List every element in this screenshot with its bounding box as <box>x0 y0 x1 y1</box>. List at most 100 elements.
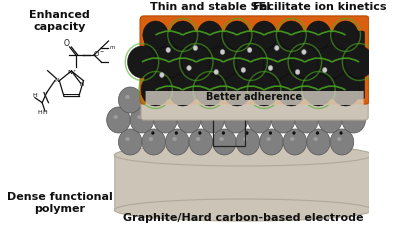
Ellipse shape <box>328 113 331 117</box>
Ellipse shape <box>219 137 224 141</box>
Ellipse shape <box>314 95 318 99</box>
Ellipse shape <box>337 137 342 141</box>
Text: Enhanced
capacity: Enhanced capacity <box>29 10 90 32</box>
Ellipse shape <box>198 93 201 97</box>
Text: N$^+$: N$^+$ <box>67 69 78 78</box>
Ellipse shape <box>143 21 168 49</box>
Ellipse shape <box>214 70 218 74</box>
Ellipse shape <box>187 66 191 71</box>
Ellipse shape <box>151 131 154 135</box>
Ellipse shape <box>266 137 271 141</box>
Ellipse shape <box>114 199 372 221</box>
Text: O: O <box>64 38 70 48</box>
Text: H: H <box>33 93 37 98</box>
Ellipse shape <box>247 48 252 53</box>
Ellipse shape <box>196 95 200 99</box>
Ellipse shape <box>198 131 201 135</box>
Ellipse shape <box>292 131 296 135</box>
Ellipse shape <box>208 115 212 119</box>
Ellipse shape <box>189 129 212 155</box>
Ellipse shape <box>175 93 178 97</box>
Ellipse shape <box>234 113 237 117</box>
Text: H: H <box>37 110 42 115</box>
Text: N: N <box>79 83 84 88</box>
Ellipse shape <box>323 67 327 72</box>
Ellipse shape <box>168 74 197 106</box>
Ellipse shape <box>149 95 153 99</box>
Ellipse shape <box>331 74 360 106</box>
Ellipse shape <box>269 131 272 135</box>
Ellipse shape <box>149 137 153 141</box>
Ellipse shape <box>292 93 296 97</box>
Ellipse shape <box>223 74 251 106</box>
Ellipse shape <box>142 129 165 155</box>
Ellipse shape <box>255 115 259 119</box>
FancyBboxPatch shape <box>146 91 364 105</box>
Ellipse shape <box>177 107 201 133</box>
Ellipse shape <box>224 107 248 133</box>
Ellipse shape <box>318 46 346 78</box>
FancyBboxPatch shape <box>115 155 373 210</box>
Ellipse shape <box>186 113 190 117</box>
Ellipse shape <box>125 137 130 141</box>
Ellipse shape <box>231 115 236 119</box>
Ellipse shape <box>290 137 294 141</box>
Ellipse shape <box>137 115 141 119</box>
Ellipse shape <box>325 115 330 119</box>
Ellipse shape <box>219 95 224 99</box>
Ellipse shape <box>224 21 250 49</box>
Ellipse shape <box>263 46 292 78</box>
Text: Facilitate ion kinetics: Facilitate ion kinetics <box>253 2 387 12</box>
Ellipse shape <box>304 113 307 117</box>
Ellipse shape <box>113 115 118 119</box>
Ellipse shape <box>245 131 249 135</box>
Bar <box>214 118 245 146</box>
Ellipse shape <box>296 70 300 74</box>
Ellipse shape <box>257 113 260 117</box>
Ellipse shape <box>165 129 189 155</box>
Ellipse shape <box>251 21 277 49</box>
Ellipse shape <box>333 21 358 49</box>
Ellipse shape <box>128 46 156 78</box>
Ellipse shape <box>345 46 374 78</box>
Ellipse shape <box>141 74 170 106</box>
Ellipse shape <box>330 87 354 113</box>
Ellipse shape <box>210 113 213 117</box>
Text: O$^-$: O$^-$ <box>93 49 105 59</box>
Text: Thin and stable SEI: Thin and stable SEI <box>150 2 270 12</box>
Ellipse shape <box>290 46 319 78</box>
Ellipse shape <box>125 95 130 99</box>
Text: $_{m}$: $_{m}$ <box>110 42 116 52</box>
Ellipse shape <box>302 49 306 54</box>
Text: Graphite/Hard carbon-based electrode: Graphite/Hard carbon-based electrode <box>123 213 364 223</box>
Ellipse shape <box>142 87 165 113</box>
Ellipse shape <box>222 131 225 135</box>
Ellipse shape <box>243 95 247 99</box>
Ellipse shape <box>163 113 166 117</box>
Ellipse shape <box>212 87 236 113</box>
Ellipse shape <box>243 137 247 141</box>
Ellipse shape <box>330 129 354 155</box>
Ellipse shape <box>195 74 224 106</box>
Ellipse shape <box>212 129 236 155</box>
Ellipse shape <box>209 46 238 78</box>
Ellipse shape <box>236 46 265 78</box>
Ellipse shape <box>337 95 342 99</box>
Ellipse shape <box>260 87 283 113</box>
Ellipse shape <box>250 74 279 106</box>
Ellipse shape <box>197 21 223 49</box>
Ellipse shape <box>290 95 294 99</box>
Ellipse shape <box>295 107 318 133</box>
Ellipse shape <box>248 107 271 133</box>
Ellipse shape <box>119 129 142 155</box>
FancyBboxPatch shape <box>140 16 369 104</box>
Ellipse shape <box>107 107 130 133</box>
Text: H: H <box>43 110 47 115</box>
Ellipse shape <box>182 46 211 78</box>
Ellipse shape <box>268 66 273 71</box>
Ellipse shape <box>307 87 330 113</box>
Ellipse shape <box>196 137 200 141</box>
Ellipse shape <box>260 129 283 155</box>
Ellipse shape <box>340 131 343 135</box>
Text: Better adherence: Better adherence <box>206 92 302 102</box>
